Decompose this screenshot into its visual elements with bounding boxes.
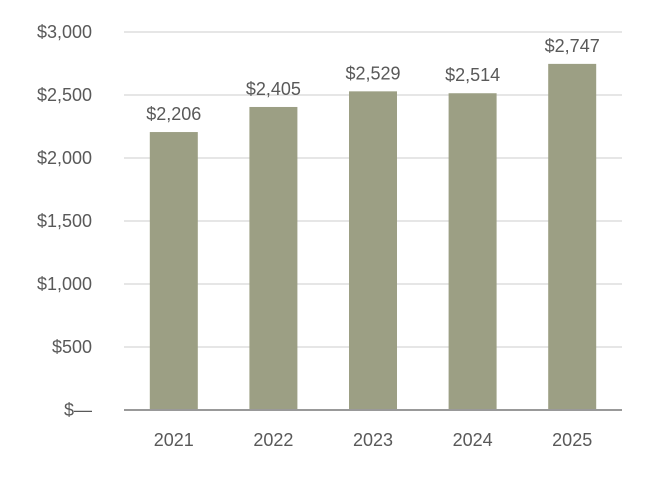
y-tick-label: $2,500 [37, 85, 92, 105]
bar-2021 [149, 132, 198, 410]
x-tick-label: 2025 [552, 430, 592, 450]
bar-2022 [249, 106, 298, 410]
bar-2024 [448, 93, 497, 411]
y-tick-label: $— [64, 400, 92, 420]
bar-2023 [349, 91, 397, 410]
data-labels: $2,206 $2,405 $2,529 $2,514 $2,747 [146, 36, 599, 124]
y-tick-label: $500 [52, 337, 92, 357]
x-axis-ticks: 2021 2022 2023 2024 2025 [154, 430, 592, 450]
y-tick-label: $1,500 [37, 211, 92, 231]
data-label: $2,405 [246, 79, 301, 99]
x-tick-label: 2024 [453, 430, 493, 450]
data-label: $2,514 [445, 65, 500, 85]
y-tick-label: $3,000 [37, 22, 92, 42]
x-tick-label: 2023 [353, 430, 393, 450]
y-tick-label: $2,000 [37, 148, 92, 168]
data-label: $2,206 [146, 104, 201, 124]
bar-2025 [548, 63, 597, 411]
y-tick-label: $1,000 [37, 274, 92, 294]
x-tick-label: 2022 [253, 430, 293, 450]
data-label: $2,747 [545, 36, 600, 56]
x-tick-label: 2021 [154, 430, 194, 450]
bars [149, 63, 597, 411]
data-label: $2,529 [345, 63, 400, 83]
y-axis-ticks: $— $500 $1,000 $1,500 $2,000 $2,500 $3,000 [37, 22, 92, 420]
